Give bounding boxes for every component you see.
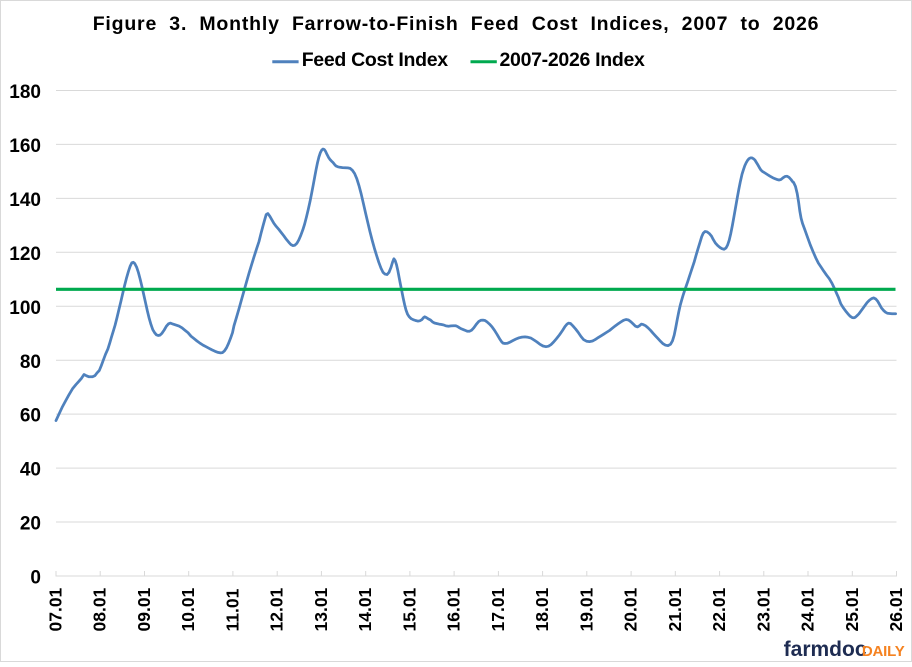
svg-text:20.01: 20.01 (621, 587, 641, 631)
svg-text:17.01: 17.01 (488, 587, 508, 631)
svg-text:19.01: 19.01 (576, 587, 596, 631)
svg-text:09.01: 09.01 (134, 587, 154, 631)
svg-text:40: 40 (20, 460, 41, 481)
svg-text:DAILY: DAILY (862, 643, 905, 660)
svg-text:180: 180 (9, 82, 41, 103)
svg-text:10.01: 10.01 (178, 587, 198, 631)
svg-text:14.01: 14.01 (355, 587, 375, 631)
svg-text:160: 160 (9, 136, 41, 157)
svg-text:60: 60 (20, 406, 41, 427)
svg-text:23.01: 23.01 (753, 587, 773, 631)
svg-text:07.01: 07.01 (46, 587, 66, 631)
svg-text:140: 140 (9, 190, 41, 211)
svg-text:13.01: 13.01 (311, 587, 331, 631)
svg-text:16.01: 16.01 (444, 587, 464, 631)
svg-text:24.01: 24.01 (798, 587, 818, 631)
svg-text:22.01: 22.01 (709, 587, 729, 631)
svg-text:2007-2026 Index: 2007-2026 Index (500, 49, 646, 71)
svg-text:26.01: 26.01 (886, 587, 906, 631)
svg-text:18.01: 18.01 (532, 587, 552, 631)
svg-text:0: 0 (30, 568, 41, 589)
svg-text:15.01: 15.01 (399, 587, 419, 631)
svg-text:25.01: 25.01 (842, 587, 862, 631)
svg-text:farmdoc: farmdoc (784, 638, 867, 661)
svg-text:11.01: 11.01 (222, 588, 242, 631)
svg-text:100: 100 (9, 298, 41, 319)
svg-text:80: 80 (20, 352, 41, 373)
svg-text:Figure 3. Monthly Farrow-to-F: Figure 3. Monthly Farrow-to-Finish Feed … (93, 13, 820, 35)
svg-text:21.01: 21.01 (665, 587, 685, 631)
svg-text:12.01: 12.01 (267, 587, 287, 631)
svg-text:20: 20 (20, 514, 41, 535)
svg-text:08.01: 08.01 (90, 587, 110, 631)
svg-text:120: 120 (9, 244, 41, 265)
svg-text:Feed Cost Index: Feed Cost Index (302, 49, 449, 71)
